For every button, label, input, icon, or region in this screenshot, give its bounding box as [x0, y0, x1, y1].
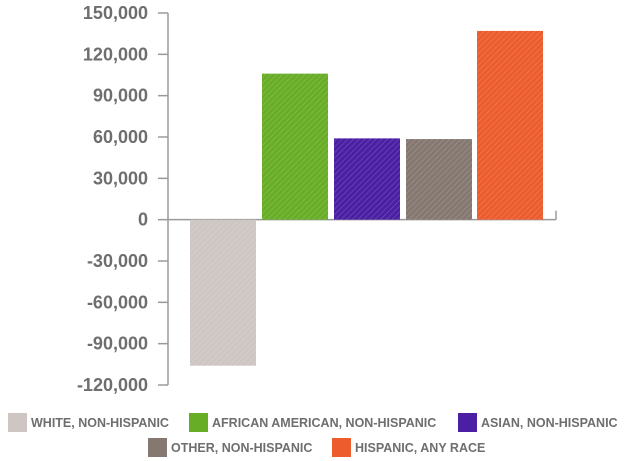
- bar: [406, 139, 472, 220]
- legend-item: AFRICAN AMERICAN, NON-HISPANIC: [189, 413, 436, 432]
- legend-swatch: [8, 413, 27, 432]
- legend: WHITE, NON-HISPANIC AFRICAN AMERICAN, NON…: [8, 413, 618, 457]
- y-tick-label: 150,000: [83, 3, 148, 23]
- y-tick-label: 30,000: [93, 168, 148, 188]
- legend-swatch: [148, 438, 167, 457]
- legend-label: HISPANIC, ANY RACE: [355, 441, 485, 455]
- y-tick-label: 0: [138, 210, 148, 230]
- y-tick-label: 60,000: [93, 127, 148, 147]
- y-axis: 150,000 120,000 90,000 60,000 30,000 0 -30,000…: [77, 3, 557, 395]
- legend-swatch: [189, 413, 208, 432]
- y-tick-label: -120,000: [77, 375, 148, 395]
- legend-swatch: [458, 413, 477, 432]
- legend-label: AFRICAN AMERICAN, NON-HISPANIC: [212, 416, 436, 430]
- bar: [334, 138, 400, 220]
- legend-swatch: [332, 438, 351, 457]
- y-tick-label: -90,000: [87, 334, 148, 354]
- y-tick-label: -30,000: [87, 251, 148, 271]
- legend-item: OTHER, NON-HISPANIC: [148, 438, 312, 457]
- legend-item: ASIAN, NON-HISPANIC: [458, 413, 618, 432]
- bar: [477, 30, 543, 220]
- y-tick-label: -60,000: [87, 292, 148, 312]
- bar: [262, 73, 328, 220]
- bar: [190, 219, 256, 366]
- y-tick-label: 90,000: [93, 86, 148, 106]
- legend-item: WHITE, NON-HISPANIC: [8, 413, 169, 432]
- y-tick-label: 120,000: [83, 44, 148, 64]
- legend-label: OTHER, NON-HISPANIC: [171, 441, 312, 455]
- legend-label: ASIAN, NON-HISPANIC: [481, 416, 618, 430]
- bars: [190, 30, 543, 366]
- legend-item: HISPANIC, ANY RACE: [332, 438, 485, 457]
- legend-label: WHITE, NON-HISPANIC: [31, 416, 169, 430]
